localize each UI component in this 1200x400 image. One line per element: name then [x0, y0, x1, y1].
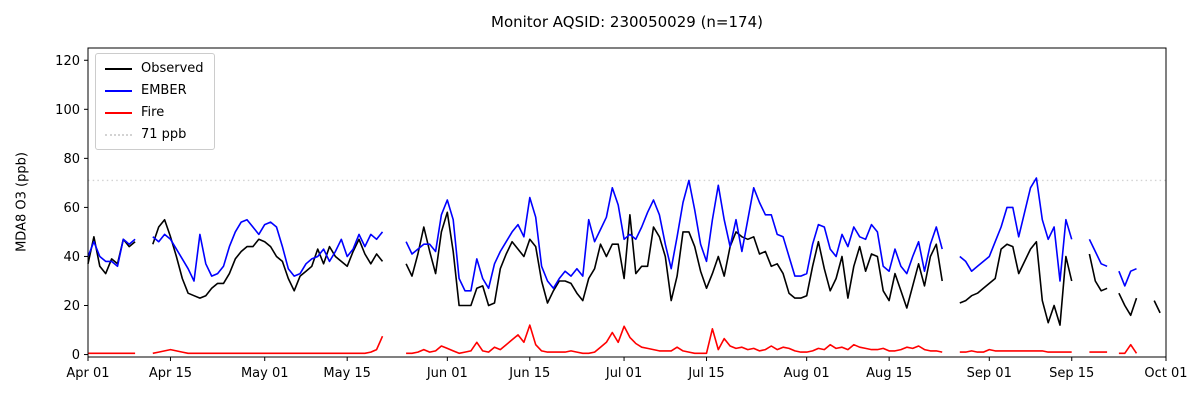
x-tick-label: Jun 01	[426, 366, 468, 381]
legend-line-sample	[105, 89, 132, 92]
x-tick-label: Apr 15	[149, 366, 192, 381]
legend-item-fire: Fire	[105, 105, 204, 120]
legend-label: EMBER	[141, 83, 187, 98]
y-axis-label: MDA8 O3 (ppb)	[14, 152, 30, 252]
x-tick-label: Jun 15	[508, 366, 550, 381]
x-tick-label: Apr 01	[66, 366, 109, 381]
legend-label: Observed	[141, 61, 204, 76]
ember-line	[87, 177, 1137, 292]
x-tick-label: May 15	[323, 366, 371, 381]
y-tick-label: 100	[55, 103, 80, 118]
y-tick-label: 60	[63, 201, 80, 216]
legend-label: Fire	[141, 105, 165, 120]
x-tick-label: Oct 01	[1144, 366, 1187, 381]
y-tick-label: 80	[63, 152, 80, 167]
plot-frame	[87, 47, 1167, 358]
y-tick-label: 20	[63, 299, 80, 314]
legend-line-sample	[105, 111, 132, 114]
observed-line	[87, 211, 1161, 326]
legend: Observed EMBER Fire 71 ppb	[95, 53, 215, 150]
fire-line	[88, 324, 1138, 355]
legend-item-ember: EMBER	[105, 83, 204, 98]
x-tick-label: May 01	[241, 366, 289, 381]
legend-line-sample	[105, 133, 132, 136]
legend-item-71-ppb: 71 ppb	[105, 127, 204, 142]
x-tick-label: Aug 15	[866, 366, 912, 381]
x-tick-label: Aug 01	[784, 366, 830, 381]
y-tick-label: 120	[55, 54, 80, 69]
legend-label: 71 ppb	[141, 127, 187, 142]
y-tick-label: 0	[72, 348, 80, 363]
chart-title: Monitor AQSID: 230050029 (n=174)	[491, 13, 763, 31]
x-tick-label: Jul 15	[687, 366, 724, 381]
legend-line-sample	[105, 67, 132, 70]
x-tick-label: Jul 01	[605, 366, 642, 381]
legend-item-observed: Observed	[105, 61, 204, 76]
x-tick-label: Sep 15	[1049, 366, 1094, 381]
x-tick-label: Sep 01	[967, 366, 1012, 381]
y-tick-label: 40	[63, 250, 80, 265]
